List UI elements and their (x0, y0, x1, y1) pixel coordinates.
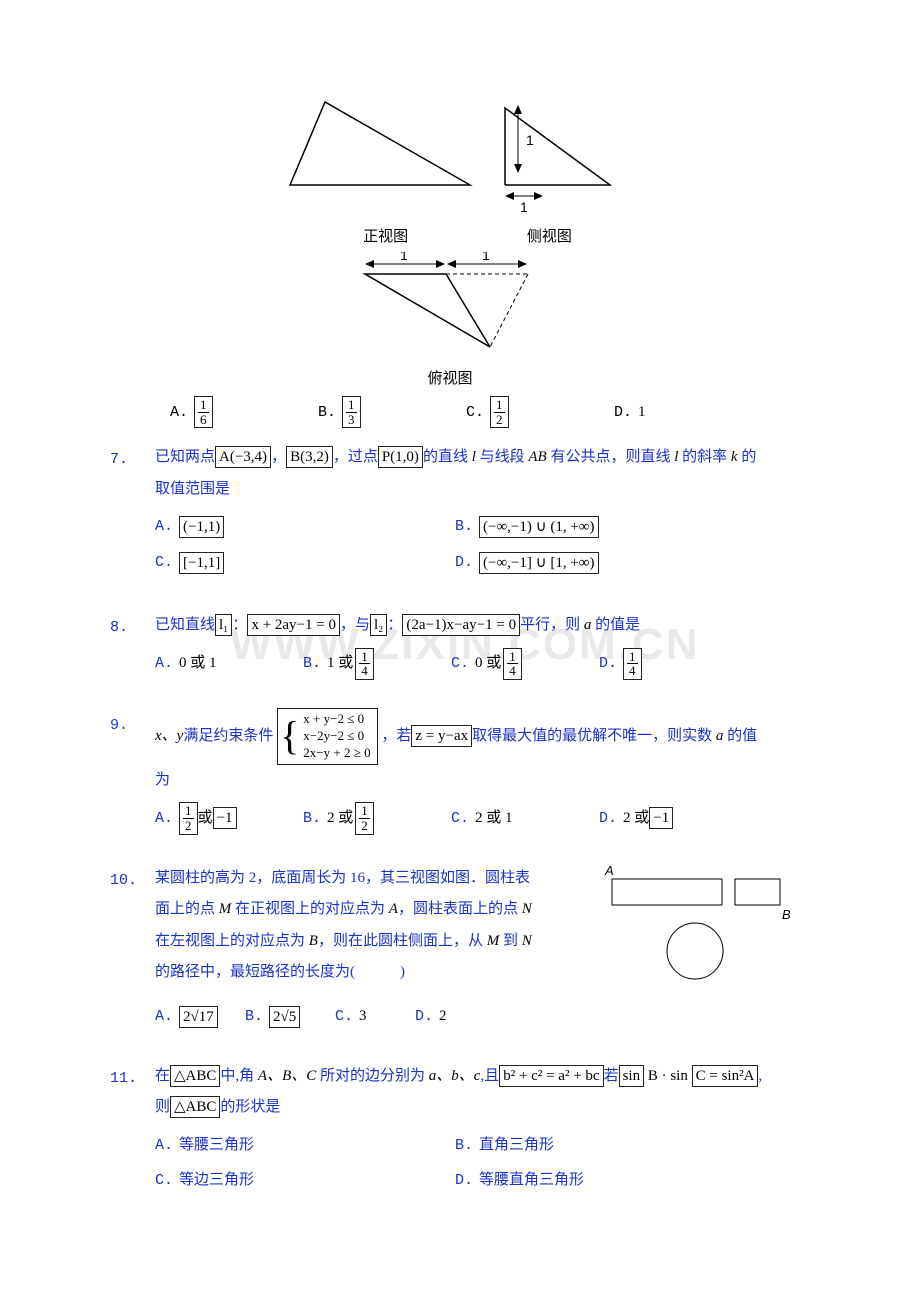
q11-number: 11. (110, 1061, 155, 1095)
q6-opt-a: A. 16 (170, 396, 318, 428)
q11-eq2: C = sin²A (692, 1065, 759, 1087)
question-11: 11. 在△ABC中,角 A、B、C 所对的边分别为 a、b、c,且b² + c… (110, 1061, 790, 1215)
q11-triangle: △ABC (170, 1065, 220, 1087)
q9-opt-a: A.12 或−1 (155, 802, 303, 834)
q7-opt-b: B.(−∞,−1) ∪ (1, +∞) (455, 511, 755, 543)
q11-eq1: b² + c² = a² + bc (499, 1065, 603, 1087)
q11-opt-c: C.等边三角形 (155, 1165, 455, 1197)
q9-number: 9. (110, 708, 155, 742)
q6-opt-c: C. 12 (466, 396, 614, 428)
q10-opt-b: B.2√5 (245, 1001, 335, 1033)
top-view-label: 俯视图 (110, 367, 790, 388)
q7-point-p: P(1,0) (378, 446, 423, 468)
q8-opt-d: D.14 (599, 648, 747, 680)
q8-opt-a: A.0 或 1 (155, 648, 303, 680)
svg-text:1: 1 (482, 252, 490, 263)
q10-opt-a: A.2√17 (155, 1001, 245, 1033)
q9-opt-d: D.2 或−1 (599, 802, 747, 834)
q9-system: { x + y−2 ≤ 0x−2y−2 ≤ 02x−y + 2 ≥ 0 (277, 708, 378, 765)
figures-front-side: 1 1 正视图 侧视图 (110, 90, 790, 246)
q8-opt-c: C.0 或14 (451, 648, 599, 680)
q11-opt-a: A.等腰三角形 (155, 1130, 455, 1162)
q10-opt-c: C.3 (335, 1001, 415, 1033)
q9-z: z = y−ax (411, 725, 472, 747)
q9-opt-b: B.2 或12 (303, 802, 451, 834)
q6-opt-d: D. 1 (614, 396, 762, 428)
q6-opt-b: B. 13 (318, 396, 466, 428)
question-9: 9. x、y满足约束条件 { x + y−2 ≤ 0x−2y−2 ≤ 02x−y… (110, 708, 790, 848)
q11-opt-d: D.等腰直角三角形 (455, 1165, 755, 1197)
q8-eq2: (2a−1)x−ay−1 = 0 (402, 614, 520, 636)
q8-l2: l₂ (370, 614, 387, 636)
question-7: 7. 已知两点A(−3,4)，B(3,2)，过点P(1,0)的直线 l 与线段 … (110, 442, 790, 596)
q10-number: 10. (110, 863, 155, 897)
q8-opt-b: B.1 或14 (303, 648, 451, 680)
q10-opt-d: D.2 (415, 1001, 495, 1033)
question-8: 8. 已知直线l₁：x + 2ay−1 = 0，与l₂：(2a−1)x−ay−1… (110, 610, 790, 694)
side-view-label: 侧视图 (509, 225, 589, 246)
front-view-label: 正视图 (311, 225, 461, 246)
top-view-svg: 1 1 (350, 252, 550, 362)
q7-opt-c: C.[−1,1] (155, 547, 455, 579)
q7-point-a: A(−3,4) (215, 446, 271, 468)
svg-text:1: 1 (400, 252, 408, 263)
q7-point-b: B(3,2) (286, 446, 333, 468)
page-content: 1 1 正视图 侧视图 1 1 俯视图 A. (110, 90, 790, 1215)
front-side-svg: 1 1 (280, 90, 620, 220)
q7-opt-d: D.(−∞,−1] ∪ [1, +∞) (455, 547, 755, 579)
q8-l1: l₁ (215, 614, 232, 636)
q11-sin1: sin (619, 1065, 645, 1087)
q6-options: A. 16 B. 13 C. 12 D. 1 (110, 396, 790, 428)
svg-text:B: B (782, 907, 790, 922)
q9-opt-c: C.2 或 1 (451, 802, 599, 834)
question-10: 10. A B 某圆柱的高为 2，底面周长为 16，其三视图如图．圆柱表 面上的… (110, 863, 790, 1047)
svg-text:A: A (604, 863, 614, 878)
q10-figure: A B (600, 863, 790, 996)
q8-number: 8. (110, 610, 155, 644)
figure-top-view: 1 1 俯视图 (110, 252, 790, 388)
side-dim-v: 1 (526, 132, 534, 148)
q8-eq1: x + 2ay−1 = 0 (247, 614, 340, 636)
q11-opt-b: B.直角三角形 (455, 1130, 755, 1162)
q7-opt-a: A.(−1,1) (155, 511, 455, 543)
side-dim-h: 1 (520, 199, 528, 215)
q7-number: 7. (110, 442, 155, 476)
